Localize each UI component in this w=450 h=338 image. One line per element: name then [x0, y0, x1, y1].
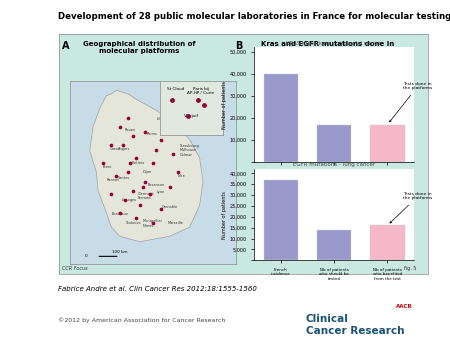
Text: St Cloud: St Cloud: [167, 87, 184, 91]
Text: Geographical distribution of
molecular platforms: Geographical distribution of molecular p…: [83, 41, 196, 54]
Text: Tests done in
the platforms: Tests done in the platforms: [390, 192, 432, 223]
Text: Strasbourg
Mulhouse
Colmar: Strasbourg Mulhouse Colmar: [180, 144, 199, 157]
Point: [149, 161, 157, 166]
Text: ©2012 by American Association for Cancer Research: ©2012 by American Association for Cancer…: [58, 318, 226, 323]
Text: Toulouse: Toulouse: [125, 221, 140, 225]
Point: [169, 151, 176, 157]
Text: Angers: Angers: [118, 147, 130, 151]
Point: [184, 114, 192, 119]
Point: [140, 184, 147, 190]
Text: Clinical
Cancer Research: Clinical Cancer Research: [306, 314, 405, 336]
Text: Reims: Reims: [146, 132, 157, 136]
Bar: [370, 125, 405, 162]
Bar: [264, 180, 298, 260]
Text: Limoges: Limoges: [122, 198, 136, 202]
Point: [200, 103, 207, 108]
Text: Clermont
Ferrand: Clermont Ferrand: [138, 192, 155, 200]
Point: [116, 124, 123, 129]
Text: fig. 5: fig. 5: [404, 266, 416, 271]
Text: Besancon: Besancon: [148, 183, 165, 187]
Text: A: A: [62, 41, 70, 51]
Title: KRAS mutations - colorectal cancer: KRAS mutations - colorectal cancer: [286, 41, 382, 46]
Point: [153, 148, 160, 153]
Text: Lyon: Lyon: [156, 190, 165, 194]
Point: [126, 161, 133, 166]
Point: [116, 210, 123, 215]
Text: B: B: [236, 41, 243, 51]
Point: [149, 221, 157, 226]
Point: [99, 161, 107, 166]
Bar: [317, 230, 351, 260]
Text: Nice: Nice: [178, 174, 186, 178]
Text: 100 km: 100 km: [112, 250, 127, 254]
Bar: [370, 225, 405, 260]
Polygon shape: [90, 90, 203, 242]
Bar: [317, 125, 351, 162]
Text: Paris bij
AP-HP / Curie: Paris bij AP-HP / Curie: [187, 87, 214, 95]
Text: Montpellier
Nimes: Montpellier Nimes: [143, 219, 163, 228]
Text: Development of 28 public molecular laboratories in France for molecular testing.: Development of 28 public molecular labor…: [58, 12, 450, 21]
Point: [124, 115, 132, 120]
Text: Marseille: Marseille: [168, 221, 184, 225]
Point: [133, 215, 140, 221]
Point: [136, 202, 143, 208]
Point: [141, 129, 149, 135]
Point: [130, 188, 137, 193]
Text: Brest: Brest: [103, 165, 112, 169]
Point: [158, 206, 165, 212]
Point: [194, 97, 201, 103]
Y-axis label: Number of patients: Number of patients: [222, 191, 227, 239]
Y-axis label: Number of patients: Number of patients: [222, 81, 227, 129]
Point: [141, 179, 149, 184]
Text: Villejuif: Villejuif: [184, 114, 199, 118]
Point: [119, 142, 126, 148]
Point: [108, 142, 115, 148]
Text: Nancy: Nancy: [173, 130, 184, 134]
Text: Grenoble: Grenoble: [161, 205, 177, 209]
Text: Dijon: Dijon: [143, 170, 152, 174]
Text: Poitiers: Poitiers: [131, 161, 144, 165]
Text: Fabrice Andre et al. Clin Cancer Res 2012;18:1555-1560: Fabrice Andre et al. Clin Cancer Res 201…: [58, 286, 257, 292]
Point: [158, 137, 165, 142]
Point: [108, 192, 115, 197]
Text: Tests done in
the platforms: Tests done in the platforms: [390, 82, 432, 122]
Text: AACR: AACR: [396, 304, 413, 309]
Title: EGFR mutations - lung cancer: EGFR mutations - lung cancer: [293, 162, 375, 167]
Point: [175, 170, 182, 175]
Text: Rouen: Rouen: [125, 128, 136, 132]
Point: [169, 97, 176, 103]
Point: [113, 173, 120, 179]
Bar: [264, 74, 298, 162]
Text: 0: 0: [85, 254, 88, 258]
Point: [121, 197, 128, 202]
Point: [130, 133, 137, 139]
Text: Santes: Santes: [118, 176, 130, 180]
Text: Bordeaux: Bordeaux: [112, 212, 128, 216]
Text: Kras and EGFR mutations done in
molecular platforms: Kras and EGFR mutations done in molecula…: [261, 41, 395, 54]
Text: Rennes: Rennes: [106, 178, 119, 182]
Point: [146, 192, 153, 197]
Point: [124, 170, 132, 175]
Text: Lille: Lille: [156, 117, 163, 121]
Text: Caen: Caen: [110, 147, 119, 151]
Point: [166, 184, 173, 190]
Text: CCR Focus: CCR Focus: [62, 266, 88, 271]
Point: [133, 155, 140, 161]
